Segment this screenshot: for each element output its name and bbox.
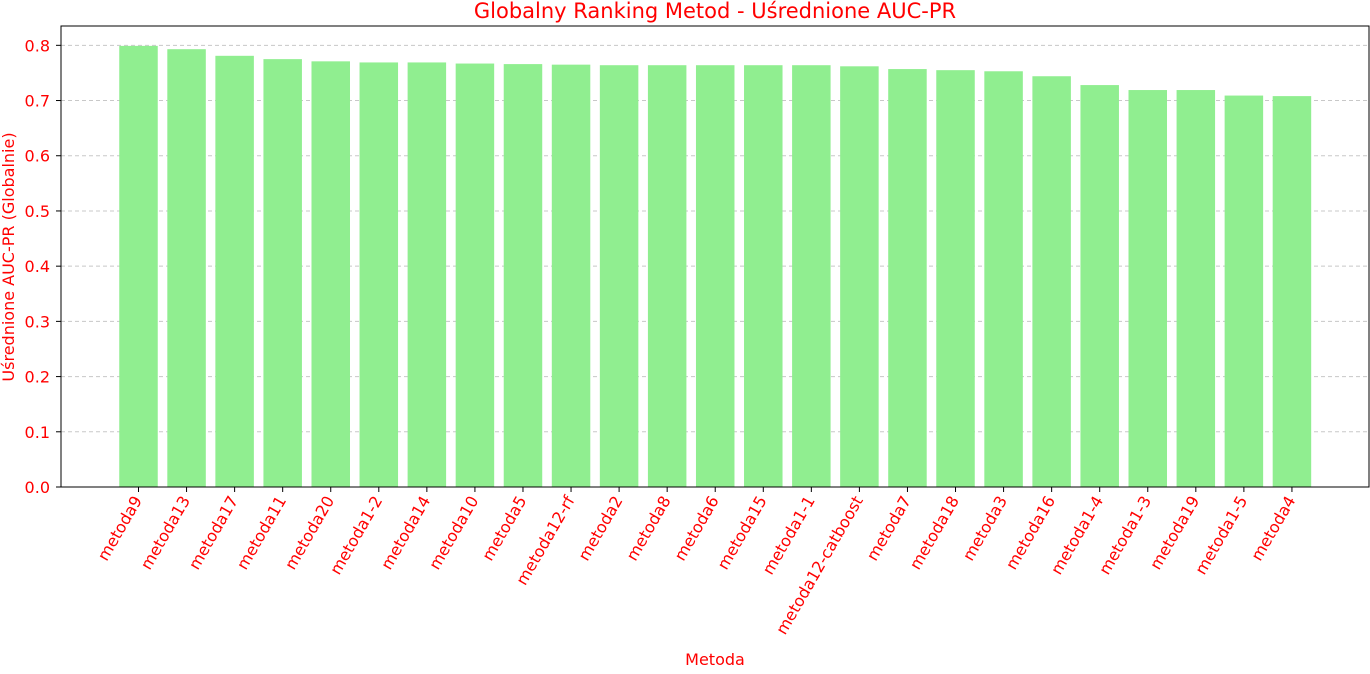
y-tick-label: 0.8 [25, 36, 50, 55]
x-tick-label: metoda8 [622, 493, 674, 565]
bar [695, 65, 735, 488]
y-axis-label: Uśrednione AUC-PR (Globalnie) [0, 132, 18, 381]
bar [503, 64, 543, 488]
bar [984, 71, 1023, 488]
x-tick-label: metoda12-catboost [772, 493, 867, 638]
bar [1224, 95, 1264, 487]
bar [599, 65, 639, 488]
x-tick-label: metoda9 [94, 493, 146, 565]
bar [455, 63, 495, 488]
bar [792, 65, 831, 488]
bar [1176, 90, 1216, 487]
x-tick-label: metoda6 [670, 493, 722, 565]
x-axis-label: Metoda [685, 650, 745, 669]
bar [311, 61, 350, 487]
bar [888, 69, 927, 487]
chart-title: Globalny Ranking Metod - Uśrednione AUC-… [474, 0, 956, 23]
x-tick-label: metoda3 [959, 493, 1011, 565]
y-tick-label: 0.0 [25, 478, 50, 497]
bar [1128, 90, 1168, 487]
bar [119, 45, 158, 487]
bar [263, 59, 302, 488]
bar [1080, 85, 1119, 487]
bar [647, 65, 687, 488]
bars [119, 45, 1312, 488]
x-tick-label: metoda4 [1247, 493, 1299, 565]
x-tick-label: metoda18 [906, 493, 963, 573]
y-tick-label: 0.1 [25, 423, 50, 442]
y-tick-label: 0.4 [25, 257, 50, 276]
x-tick-label: metoda10 [425, 493, 482, 573]
y-tick-label: 0.7 [25, 92, 50, 111]
bar [1032, 76, 1071, 487]
bar [407, 62, 447, 487]
bar [744, 65, 783, 488]
x-tick-label: metoda2 [574, 493, 626, 565]
bar [936, 70, 975, 487]
bar [551, 64, 591, 488]
bar [840, 66, 879, 488]
y-tick-label: 0.5 [25, 202, 50, 221]
x-tick-label: metoda7 [863, 493, 915, 565]
y-tick-label: 0.6 [25, 147, 50, 166]
y-tick-label: 0.3 [25, 312, 50, 331]
bar [1272, 96, 1312, 488]
y-axis-ticks: 0.0 0.1 0.2 0.3 0.4 0.5 0.6 0.7 0.8 [25, 36, 61, 497]
bar [167, 49, 206, 488]
x-axis-ticks: metoda9metoda13metoda17metoda11metoda20m… [94, 487, 1299, 638]
x-tick-label: metoda5 [478, 493, 530, 565]
bar [215, 55, 254, 488]
bar [359, 62, 399, 487]
y-tick-label: 0.2 [25, 368, 50, 387]
